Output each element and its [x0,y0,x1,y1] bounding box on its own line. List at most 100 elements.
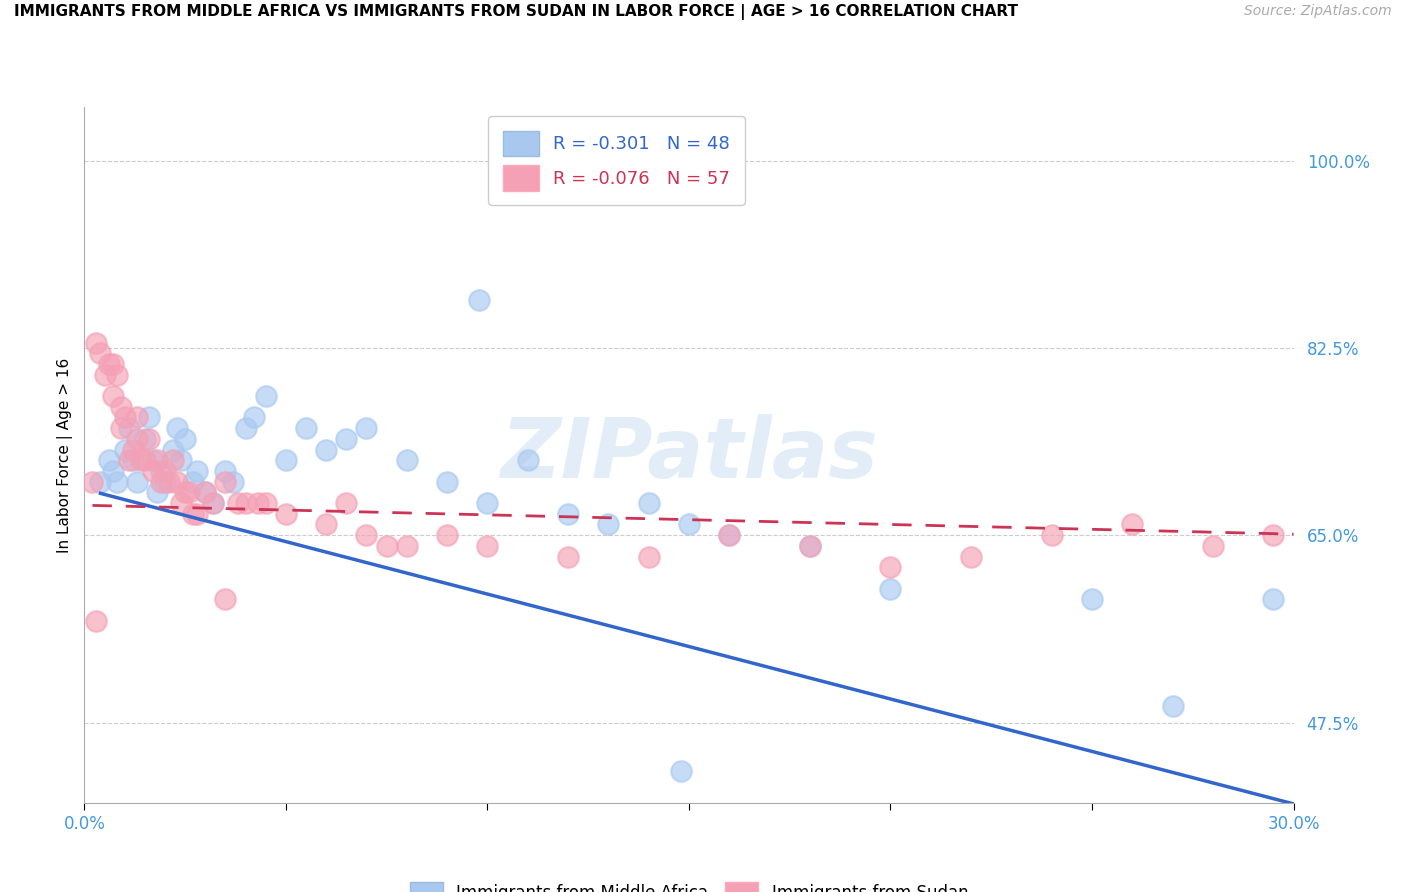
Point [879,560,901,574]
Point [235,496,257,510]
Point [181,475,204,489]
Point [477,496,499,510]
Point [153,464,176,478]
Point [97,357,120,371]
Point [295,421,318,435]
Point [1263,592,1285,607]
Point [242,410,264,425]
Point [142,464,165,478]
Text: Source: ZipAtlas.com: Source: ZipAtlas.com [1244,4,1392,19]
Point [516,453,538,467]
Point [134,453,156,467]
Point [637,496,659,510]
Point [557,549,579,564]
Point [226,496,249,510]
Point [89,475,111,489]
Text: ZIPatlas: ZIPatlas [501,415,877,495]
Point [669,764,692,778]
Point [214,475,236,489]
Point [235,421,257,435]
Point [246,496,269,510]
Point [146,453,169,467]
Point [1161,699,1184,714]
Point [89,346,111,360]
Point [356,421,378,435]
Point [121,453,143,467]
Point [202,496,225,510]
Point [395,539,418,553]
Point [194,485,217,500]
Point [186,507,208,521]
Point [93,368,115,382]
Point [799,539,821,553]
Point [134,432,156,446]
Point [86,335,108,350]
Point [125,410,148,425]
Point [153,475,176,489]
Point [1121,517,1143,532]
Point [315,517,337,532]
Point [254,389,277,403]
Point [214,592,236,607]
Point [149,475,172,489]
Point [960,549,983,564]
Point [105,368,128,382]
Point [101,464,124,478]
Point [82,475,104,489]
Point [214,464,236,478]
Point [181,507,204,521]
Point [166,421,188,435]
Point [557,507,579,521]
Point [315,442,337,457]
Point [1040,528,1063,542]
Point [718,528,741,542]
Point [598,517,620,532]
Point [142,453,165,467]
Point [125,475,148,489]
Point [174,485,197,500]
Point [477,539,499,553]
Point [146,485,169,500]
Text: IMMIGRANTS FROM MIDDLE AFRICA VS IMMIGRANTS FROM SUDAN IN LABOR FORCE | AGE > 16: IMMIGRANTS FROM MIDDLE AFRICA VS IMMIGRA… [14,4,1018,21]
Point [1202,539,1225,553]
Point [436,475,458,489]
Point [101,357,124,371]
Point [678,517,700,532]
Point [879,582,901,596]
Point [179,485,201,500]
Point [129,453,152,467]
Point [174,432,197,446]
Point [375,539,398,553]
Point [162,442,184,457]
Point [125,432,148,446]
Point [114,410,136,425]
Point [110,400,132,414]
Point [170,453,193,467]
Point [254,496,277,510]
Y-axis label: In Labor Force | Age > 16: In Labor Force | Age > 16 [58,358,73,552]
Point [157,475,180,489]
Point [1263,528,1285,542]
Point [274,507,297,521]
Point [1081,592,1104,607]
Point [86,614,108,628]
Point [101,389,124,403]
Point [114,442,136,457]
Point [162,453,184,467]
Point [395,453,418,467]
Point [149,464,172,478]
Point [186,464,208,478]
Point [105,475,128,489]
Point [194,485,217,500]
Point [170,496,193,510]
Point [468,293,491,307]
Point [356,528,378,542]
Point [166,475,188,489]
Point [138,410,160,425]
Point [202,496,225,510]
Legend: Immigrants from Middle Africa, Immigrants from Sudan: Immigrants from Middle Africa, Immigrant… [401,874,977,892]
Point [118,453,141,467]
Point [718,528,741,542]
Point [637,549,659,564]
Point [118,421,141,435]
